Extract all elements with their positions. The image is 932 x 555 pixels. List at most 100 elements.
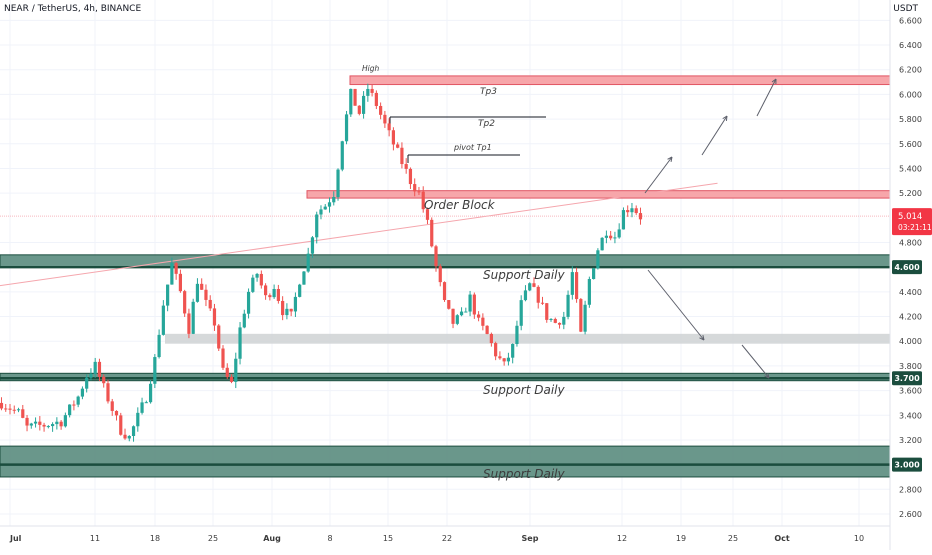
annotation-lines	[0, 78, 890, 379]
y-tick-label: 6.400	[899, 41, 922, 50]
projection-arrow[interactable]	[741, 344, 770, 379]
candle-body	[357, 105, 361, 114]
candle-body	[225, 367, 229, 377]
candle-body	[310, 237, 315, 254]
zone-neutral[interactable]	[165, 333, 890, 344]
candle-body	[536, 286, 540, 303]
candle-body	[80, 388, 85, 397]
price-level-label: 4.600	[894, 263, 920, 272]
annotation-label[interactable]: pivot Tp1	[453, 143, 492, 152]
current-price-badge	[892, 208, 932, 236]
annotation-label[interactable]: High	[362, 64, 379, 73]
candle-body	[617, 229, 621, 238]
candle-body	[195, 283, 200, 302]
candle-body	[12, 409, 16, 411]
annotation-label[interactable]: Support Daily	[483, 268, 566, 282]
zone-resistance[interactable]	[306, 190, 891, 199]
candle-body	[55, 421, 59, 425]
candle-body	[51, 424, 55, 427]
price-level-badge	[892, 457, 922, 472]
candle-body	[464, 311, 468, 313]
projection-arrow[interactable]	[701, 115, 728, 156]
candle-body	[383, 114, 387, 124]
candle-body	[545, 303, 549, 320]
candles	[0, 83, 643, 442]
x-tick-label: 25	[208, 534, 218, 543]
candle-body	[204, 289, 208, 300]
candle-body	[166, 284, 170, 306]
candle-body	[272, 288, 276, 298]
annotation-label[interactable]: Tp2	[478, 119, 495, 129]
candle-body	[25, 417, 29, 426]
zone-support[interactable]	[0, 254, 891, 268]
x-tick-label: 12	[617, 534, 627, 543]
candle-body	[136, 412, 140, 427]
candle-body	[255, 273, 259, 278]
candle-body	[191, 301, 195, 334]
annotation-label[interactable]: Support Daily	[483, 467, 566, 481]
candle-body	[502, 358, 506, 362]
y-tick-label: 2.800	[899, 485, 922, 494]
candle-body	[183, 291, 187, 314]
x-tick-label: 25	[728, 534, 738, 543]
candle-body	[264, 285, 268, 296]
candle-body	[455, 315, 459, 324]
annotation-label[interactable]: Support Daily	[483, 383, 566, 397]
candle-body	[89, 373, 93, 378]
projection-arrow[interactable]	[756, 78, 777, 117]
candle-body	[579, 299, 583, 332]
candle-body	[391, 130, 395, 145]
candle-body	[208, 299, 212, 309]
candle-body	[447, 300, 451, 309]
symbol-header[interactable]: NEAR / TetherUS, 4h, BINANCE	[4, 4, 142, 14]
candle-body	[370, 88, 374, 93]
candle-body	[421, 191, 425, 210]
projection-arrow[interactable]	[647, 269, 705, 341]
y-tick-label: 6.200	[899, 66, 922, 75]
zone-support[interactable]	[0, 445, 891, 478]
x-tick-label: Oct	[774, 534, 790, 543]
candle-body	[451, 308, 455, 324]
candle-body	[481, 317, 485, 326]
candle-body	[4, 408, 8, 410]
candle-body	[170, 263, 174, 285]
zone-support[interactable]	[0, 372, 891, 382]
candle-body	[144, 402, 148, 404]
candle-body	[459, 311, 464, 316]
annotation-labels: High Tp3 Tp2 pivot Tp1 Order Block Support Da…	[362, 64, 566, 481]
zone-resistance[interactable]	[349, 75, 891, 86]
candle-body	[59, 421, 63, 427]
y-tick-label: 4.000	[899, 337, 922, 346]
y-tick-label: 5.400	[899, 164, 922, 173]
candle-body	[251, 277, 255, 292]
candle-body	[315, 214, 319, 238]
trendline[interactable]	[0, 182, 718, 287]
candle-body	[430, 219, 434, 247]
x-tick-label: Jul	[9, 534, 22, 543]
price-level-label: 3.000	[894, 461, 920, 470]
candle-body	[93, 361, 97, 374]
candle-body	[46, 426, 50, 428]
candle-body	[634, 208, 638, 214]
candle-body	[114, 410, 119, 416]
candle-body	[570, 272, 574, 295]
candle-body	[396, 144, 400, 148]
annotation-label[interactable]: Tp3	[480, 87, 497, 97]
projection-arrow[interactable]	[644, 156, 673, 194]
candle-body	[340, 141, 344, 170]
candle-body	[361, 95, 366, 114]
y-tick-label: 4.200	[899, 313, 922, 322]
y-tick-label: 6.000	[899, 90, 922, 99]
candle-body	[123, 434, 127, 439]
x-tick-label: 19	[676, 534, 686, 543]
candle-body	[528, 283, 532, 291]
candle-body	[323, 206, 327, 210]
candle-body	[626, 210, 630, 213]
candle-body	[276, 288, 280, 301]
y-tick-label: 5.800	[899, 115, 922, 124]
annotation-label[interactable]: Order Block	[424, 198, 496, 212]
y-tick-label: 3.600	[899, 387, 922, 396]
x-tick-label: 22	[442, 534, 452, 543]
